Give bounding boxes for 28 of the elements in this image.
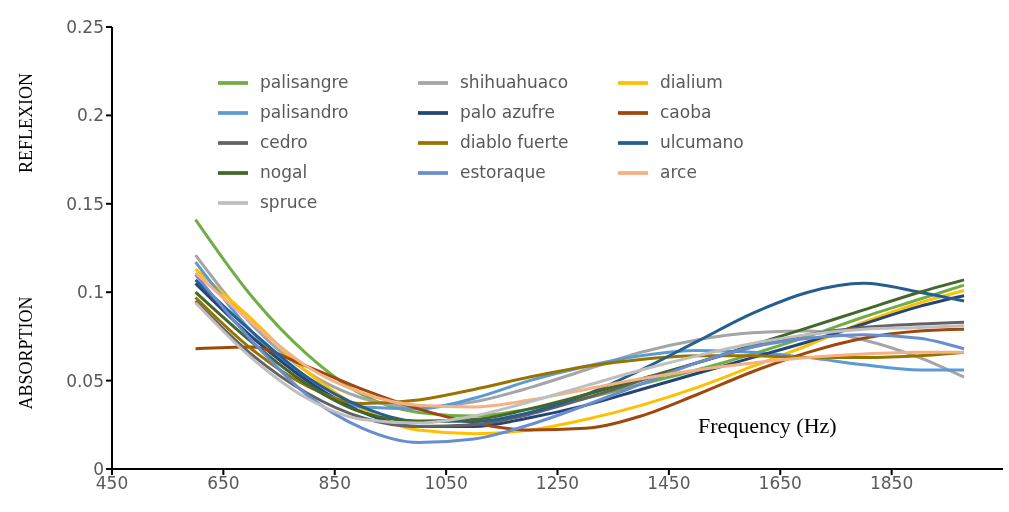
x-tick-label: 1650	[758, 473, 802, 494]
legend-label: nogal	[260, 162, 308, 182]
x-tick-label: 1250	[535, 473, 580, 494]
y-tick-label: 0.05	[66, 370, 104, 391]
y-tick-label: 0.15	[66, 193, 104, 214]
x-tick-label: 1050	[424, 473, 468, 494]
legend-label: dialium	[660, 72, 723, 92]
legend-label: arce	[660, 162, 697, 182]
legend-label: shihuahuaco	[460, 72, 569, 92]
y-tick-label: 0.25	[66, 17, 104, 38]
legend-label: spruce	[260, 192, 318, 212]
x-axis-title: Frequency (Hz)	[698, 413, 837, 439]
y-tick-label: 0.1	[76, 282, 104, 303]
legend-label: palisandro	[260, 102, 349, 122]
legend-label: cedro	[260, 132, 308, 152]
legend-label: diablo fuerte	[460, 132, 569, 152]
legend-label: ulcumano	[660, 132, 744, 152]
x-tick-label: 1450	[647, 473, 691, 494]
y-tick-label: 0.2	[76, 105, 104, 126]
y-axis-title: ABSORPTION	[15, 296, 37, 410]
x-tick-label: 850	[318, 473, 351, 494]
legend-label: palisangre	[260, 72, 349, 92]
legend-label: palo azufre	[460, 102, 555, 122]
text: REFLEXION	[15, 73, 37, 173]
x-tick-label: 1850	[869, 473, 914, 494]
x-tick-label: 650	[207, 473, 240, 494]
legend-label: caoba	[660, 102, 712, 122]
legend-label: estoraque	[460, 162, 546, 182]
